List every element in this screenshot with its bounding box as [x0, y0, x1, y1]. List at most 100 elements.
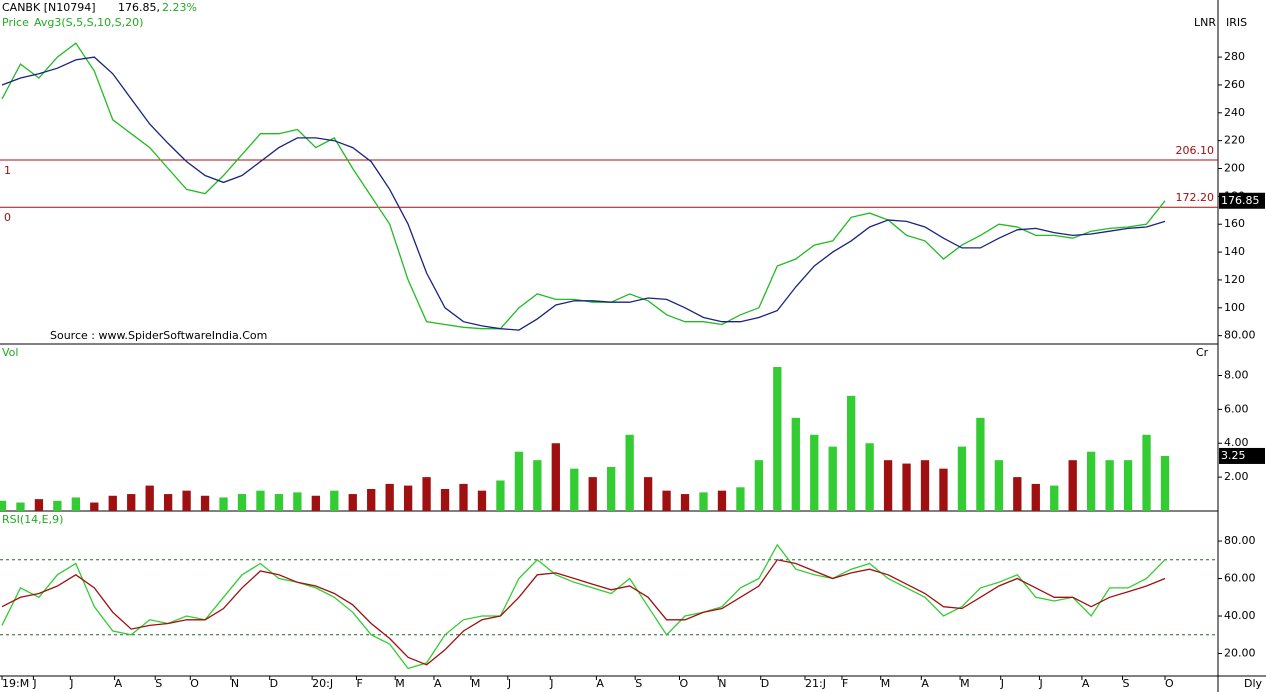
series-line: [1, 56, 1166, 331]
last-value-box: [1219, 192, 1265, 209]
x-tick-label: M: [471, 677, 481, 690]
symbol-title: CANBK [N10794]: [2, 1, 96, 14]
last-value: 176.85: [1221, 194, 1260, 207]
legend-price: Price: [2, 16, 29, 29]
volume-bar: [127, 494, 136, 511]
x-tick-label: D: [270, 677, 278, 690]
x-tick-label: J: [1038, 677, 1042, 690]
volume-bar: [16, 502, 25, 511]
volume-bar: [1031, 483, 1040, 511]
x-tick-label: J: [69, 677, 73, 690]
y-tick-label: 40.00: [1224, 609, 1256, 622]
volume-bar: [533, 460, 542, 511]
volume-bar: [200, 495, 210, 511]
volume-bar: [939, 468, 948, 511]
volume-bar: [570, 468, 579, 511]
x-tick-label: J: [1000, 677, 1004, 690]
volume-bar: [810, 434, 819, 511]
x-tick-label: J: [507, 677, 511, 690]
volume-bar: [90, 502, 99, 511]
x-tick-label: M: [881, 677, 891, 690]
x-tick-label: O: [679, 677, 688, 690]
volume-bar: [920, 460, 930, 511]
volume-bar: [403, 485, 413, 511]
x-tick-label: O: [190, 677, 199, 690]
x-tick-label: J: [32, 677, 36, 690]
volume-bar: [237, 494, 247, 511]
volume-bar: [1050, 485, 1059, 511]
volume-bar: [828, 446, 837, 511]
panel-title: Vol: [2, 346, 18, 359]
volume-bar: [274, 494, 284, 511]
volume-bar: [1068, 460, 1077, 511]
level-label: 206.10: [1176, 144, 1215, 157]
volume-bar: [1142, 434, 1151, 511]
series-line: [1, 559, 1166, 666]
y-tick-label: 120: [1224, 273, 1245, 286]
x-tick-label: M: [395, 677, 405, 690]
volume-bar: [71, 497, 80, 511]
x-tick-label: A: [596, 677, 604, 690]
x-tick-label: A: [115, 677, 123, 690]
volume-unit: Cr: [1196, 346, 1209, 359]
x-tick-label: N: [718, 677, 726, 690]
volume-bar: [219, 497, 228, 511]
volume-bar: [108, 495, 117, 511]
volume-bar: [754, 460, 764, 511]
volume-bar: [680, 494, 690, 511]
last-value-box: [1219, 447, 1265, 464]
x-tick-label: 21:J: [805, 677, 826, 690]
series-line: [1, 543, 1166, 670]
legend-avg: Avg3(S,5,S,10,S,20): [34, 16, 143, 29]
y-tick-label: 160: [1224, 217, 1245, 230]
volume-bar: [496, 480, 505, 511]
x-tick-label: S: [155, 677, 162, 690]
volume-bar: [477, 490, 487, 511]
volume-bar: [588, 477, 597, 511]
y-tick-label: 240: [1224, 106, 1245, 119]
x-tick-label: F: [356, 677, 362, 690]
volume-bar: [976, 417, 985, 511]
volume-bar: [348, 494, 357, 511]
volume-bar: [607, 466, 616, 511]
volume-bar: [957, 446, 967, 511]
source-note: Source : www.SpiderSoftwareIndia.Com: [50, 329, 267, 342]
last-price: 176.85,: [118, 1, 160, 14]
x-tick-label: N: [231, 677, 239, 690]
last-value: 3.25: [1221, 449, 1246, 462]
volume-bar: [53, 500, 62, 511]
x-tick-label: A: [921, 677, 929, 690]
x-tick-label: S: [635, 677, 642, 690]
y-tick-label: 100: [1224, 301, 1245, 314]
x-tick-label: F: [842, 677, 848, 690]
volume-bar: [367, 488, 376, 511]
volume-bar: [791, 417, 800, 511]
level-tag: 1: [4, 164, 11, 177]
y-tick-label: 140: [1224, 245, 1245, 258]
x-tick-label: A: [1082, 677, 1090, 690]
x-tick-label: J: [549, 677, 553, 690]
volume-bar: [330, 490, 339, 511]
volume-bar: [422, 477, 431, 511]
volume-bar: [625, 434, 634, 511]
volume-bar: [773, 367, 782, 511]
y-tick-label: 260: [1224, 78, 1245, 91]
volume-bar: [662, 490, 671, 511]
volume-bar: [1123, 460, 1133, 511]
volume-bar: [551, 443, 560, 511]
x-tick-label: M: [960, 677, 970, 690]
volume-bar: [163, 494, 173, 511]
x-tick-label: O: [1165, 677, 1174, 690]
volume-bar: [459, 483, 468, 511]
volume-bar: [1105, 460, 1114, 511]
volume-bar: [514, 451, 524, 511]
volume-bar: [256, 490, 265, 511]
y-tick-label: 80.00: [1224, 534, 1256, 547]
chart-style: IRIS: [1226, 16, 1247, 29]
volume-bar: [883, 460, 893, 511]
x-tick-label: D: [761, 677, 769, 690]
level-label: 172.20: [1176, 191, 1215, 204]
volume-bar: [1160, 455, 1170, 511]
y-tick-label: 60.00: [1224, 572, 1256, 585]
